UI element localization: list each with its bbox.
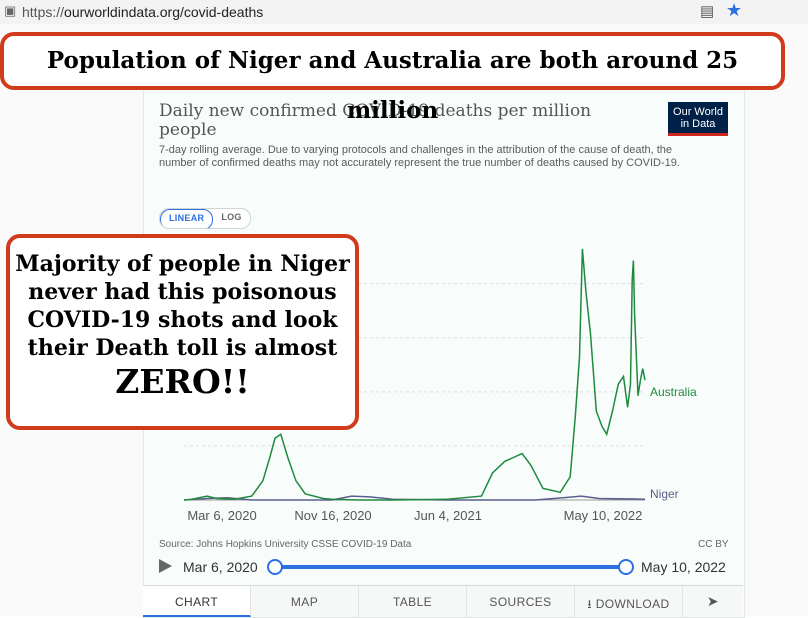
source-note: Source: Johns Hopkins University CSSE CO… <box>159 539 412 550</box>
x-tick-label: Jun 4, 2021 <box>414 508 482 523</box>
timeline-end-date: May 10, 2022 <box>641 559 726 575</box>
overlay-niger-callout: Majority of people in Niger never had th… <box>6 234 359 430</box>
overlay-line: their Death toll is almost <box>27 335 338 361</box>
url-scheme: https:// <box>22 4 65 20</box>
chart-tabs: CHART MAP TABLE SOURCES ⭳ DOWNLOAD ➤ <box>143 585 743 617</box>
timeline-end-handle[interactable] <box>618 559 634 575</box>
scale-toggle: LINEAR LOG <box>159 208 251 229</box>
tab-map[interactable]: MAP <box>251 586 359 617</box>
logo-line-1: Our World <box>673 106 723 118</box>
tab-sources[interactable]: SOURCES <box>467 586 575 617</box>
overlay-line: COVID-19 shots and look <box>27 307 338 333</box>
overlay-zero-text: ZERO!! <box>115 362 250 401</box>
x-tick-label: Nov 16, 2020 <box>294 508 371 523</box>
x-tick-label: May 10, 2022 <box>564 508 643 523</box>
tab-download[interactable]: ⭳ DOWNLOAD <box>575 586 683 617</box>
license-label[interactable]: CC BY <box>698 539 729 550</box>
bookmark-star-icon[interactable]: ★ <box>726 0 743 20</box>
series-line-niger <box>183 495 646 501</box>
series-label-niger: Niger <box>650 487 679 501</box>
timeline-start-handle[interactable] <box>267 559 283 575</box>
timeline-slider[interactable] <box>275 565 626 569</box>
series-line-australia <box>183 248 646 501</box>
linear-scale-button[interactable]: LINEAR <box>160 209 214 228</box>
timeline-start-date: Mar 6, 2020 <box>183 559 258 575</box>
page-info-icon[interactable]: ▣ <box>4 3 17 18</box>
logo-line-2: in Data <box>680 118 716 130</box>
series-label-australia: Australia <box>650 385 697 399</box>
chart-title: Daily new confirmed COVID-19 deaths per … <box>159 101 592 140</box>
x-tick-label: Mar 6, 2020 <box>187 508 256 523</box>
overlay-population-callout: Population of Niger and Australia are bo… <box>0 32 785 124</box>
series-lines <box>183 248 646 501</box>
url-path: ourworldindata.org/covid-deaths <box>64 4 264 20</box>
owid-logo[interactable]: Our World in Data <box>668 102 728 136</box>
url-text[interactable]: https://ourworldindata.org/covid-deaths <box>22 4 263 20</box>
overlay-line: Majority of people in Niger <box>15 251 350 277</box>
reader-view-icon[interactable]: ▤ <box>700 3 715 20</box>
log-scale-button[interactable]: LOG <box>221 212 242 222</box>
tab-table[interactable]: TABLE <box>359 586 467 617</box>
tick-labels: Mar 6, 2020 Nov 16, 2020 Jun 4, 2021 May… <box>187 508 642 523</box>
tab-chart[interactable]: CHART <box>143 586 251 617</box>
overlay-line: never had this poisonous <box>28 279 337 305</box>
share-icon[interactable]: ➤ <box>706 593 720 609</box>
chart-subtitle: 7-day rolling average. Due to varying pr… <box>159 144 680 169</box>
play-icon[interactable] <box>159 559 172 573</box>
